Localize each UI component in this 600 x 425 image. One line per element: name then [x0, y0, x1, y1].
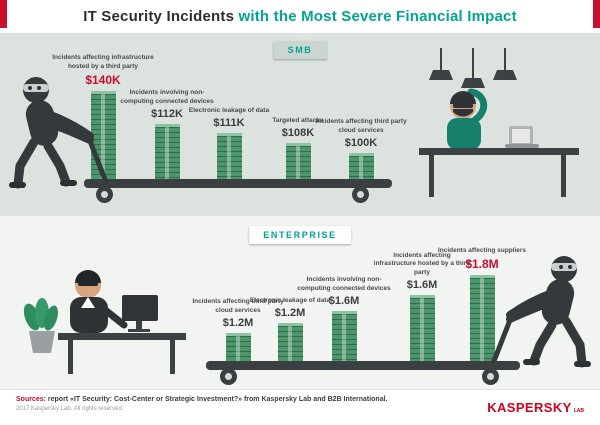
money-stack	[285, 143, 311, 179]
cart-wheel	[96, 186, 113, 203]
smb-worker-illustration	[419, 48, 579, 197]
smb-badge: SMB	[273, 41, 327, 59]
page-title-dark: IT Security Incidents	[83, 8, 235, 25]
money-stack	[469, 275, 495, 361]
bar-value: $1.8M	[465, 257, 499, 271]
bar-value: $100K	[344, 137, 378, 149]
bar-label: Targeted attacks	[272, 116, 324, 124]
thief-illustration	[9, 77, 109, 189]
page-title-accent: with the Most Severe Financial Impact	[234, 8, 517, 25]
bar-label: Incidents involving non-computing connec…	[297, 276, 391, 292]
enterprise-bar-3: Incidents involving non-computing connec…	[296, 276, 392, 361]
bar-label: Incidents involving non-computing connec…	[120, 89, 214, 105]
bar-label: Incidents affecting suppliers	[437, 246, 527, 254]
bar-value: $108K	[281, 127, 315, 139]
smb-bar-5: Incidents affecting third party cloud se…	[314, 118, 408, 179]
cart-wheel	[482, 368, 499, 385]
header-accent-left	[0, 0, 7, 28]
cart-wheel	[352, 186, 369, 203]
bar-value: $1.6M	[328, 295, 360, 307]
enterprise-bar-4: Incidents affecting infrastructure hoste…	[372, 252, 472, 361]
bar-value: $1.6M	[406, 279, 438, 291]
kaspersky-lab-mark: LAB	[573, 408, 584, 414]
kaspersky-logo: KASPERSKY LAB	[487, 400, 584, 415]
footer: Sources: report «IT Security: Cost-Cente…	[0, 389, 600, 425]
money-stack	[216, 133, 242, 179]
enterprise-bar-2: Electronic leakage of data $1.2M	[244, 297, 336, 361]
header: IT Security Incidents with the Most Seve…	[0, 0, 600, 33]
bar-label: Incidents affecting third party cloud se…	[315, 118, 407, 134]
cart-platform	[206, 361, 520, 370]
smb-bar-1: Incidents affecting infrastructure hoste…	[46, 54, 160, 179]
sources-line: Sources: report «IT Security: Cost-Cente…	[16, 396, 388, 403]
bar-label: Electronic leakage of data	[188, 106, 270, 114]
kaspersky-wordmark: KASPERSKY	[487, 400, 572, 415]
smb-section: SMB Incidents affecting infrastructure h…	[0, 33, 600, 216]
bar-value: $1.2M	[222, 317, 254, 329]
money-stack	[154, 124, 180, 179]
bar-value: $140K	[85, 73, 121, 87]
money-stack	[409, 295, 435, 361]
thief-illustration	[491, 256, 591, 368]
sources-label: Sources:	[16, 396, 46, 403]
sources-text: report «IT Security: Cost-Center or Stra…	[45, 396, 388, 403]
enterprise-bar-1: Incidents affecting third party cloud se…	[192, 298, 284, 361]
smb-bar-2: Incidents involving non-computing connec…	[118, 89, 216, 179]
enterprise-badge: ENTERPRISE	[249, 226, 351, 244]
smb-bar-3: Electronic leakage of data $111K	[184, 107, 274, 179]
bar-label: Incidents affecting third party cloud se…	[192, 298, 284, 314]
cart-platform	[84, 179, 392, 188]
copyright-text: 2017 Kaspersky Lab. All rights reserved.	[16, 406, 124, 412]
footer-text: Sources: report «IT Security: Cost-Cente…	[16, 396, 388, 412]
money-stack	[331, 311, 357, 361]
bar-value: $1.2M	[274, 307, 306, 319]
bar-value: $112K	[151, 108, 183, 120]
smb-bar-4: Targeted attacks $108K	[254, 117, 342, 179]
money-stack	[348, 153, 374, 179]
header-accent-right	[593, 0, 600, 28]
money-stack	[225, 333, 251, 361]
enterprise-bar-5: Incidents affecting suppliers $1.8M	[434, 247, 530, 361]
enterprise-section: ENTERPRISE Incidents affecting third par…	[0, 216, 600, 389]
enterprise-worker-illustration	[23, 270, 186, 374]
money-stack	[90, 91, 116, 179]
money-stack	[277, 323, 303, 361]
bar-label: Incidents affecting infrastructure hoste…	[52, 54, 154, 70]
page-title: IT Security Incidents with the Most Seve…	[83, 8, 517, 25]
bar-value: $111K	[213, 117, 245, 129]
bar-label: Incidents affecting infrastructure hoste…	[373, 251, 471, 276]
cart-wheel	[220, 368, 237, 385]
bar-label: Electronic leakage of data	[249, 296, 331, 304]
